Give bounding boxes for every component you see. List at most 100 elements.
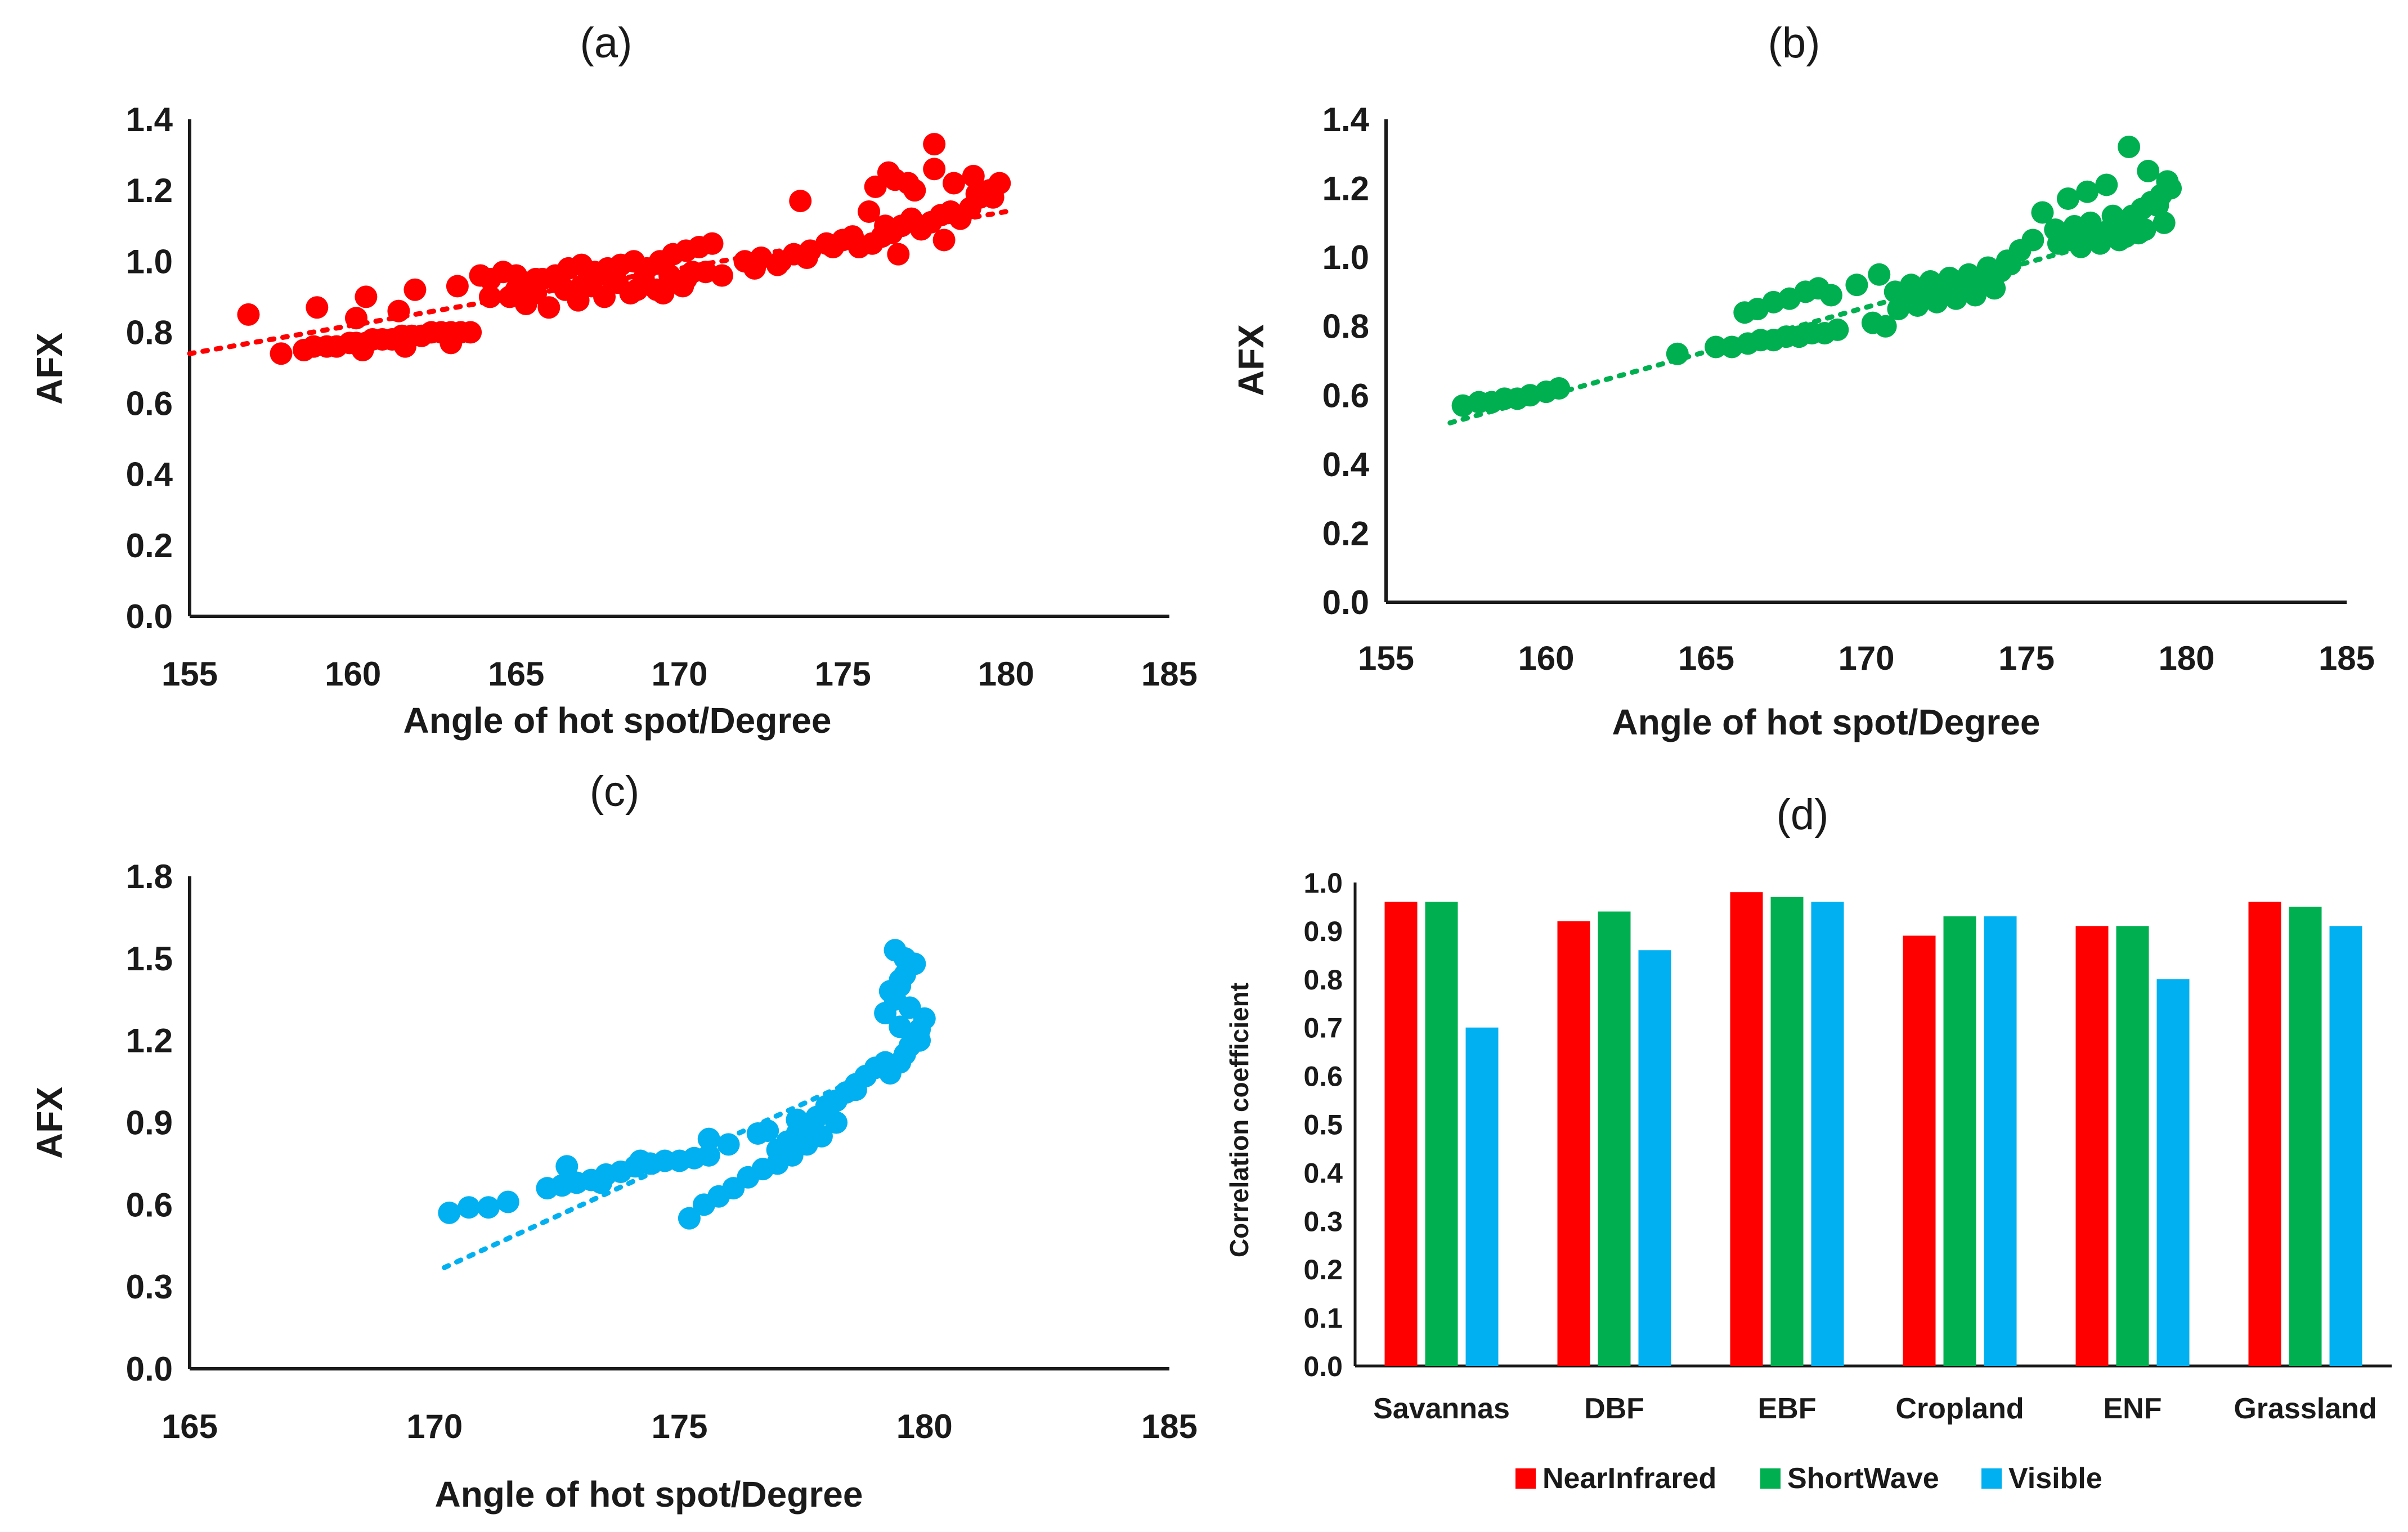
panel-a-x-tick-label: 180 xyxy=(978,655,1034,693)
panel-b-data-point xyxy=(1900,274,1923,297)
panel-a-data-point xyxy=(344,307,367,330)
panel-c-data-point xyxy=(874,1002,897,1025)
panel-c-data-point xyxy=(884,939,907,962)
panel-b-data-point xyxy=(1819,284,1842,307)
panel-b-data-point xyxy=(1705,335,1728,359)
panel-a-data-point xyxy=(874,214,897,238)
panel-c-scatter: (c) 0.0 0.3 0.6 0.9 1.2 1.5 1.8 165 170 175 180 18… xyxy=(29,768,1198,1515)
panel-d-y-tick-label: 1.0 xyxy=(1303,867,1343,899)
panel-c-data-point xyxy=(815,1095,838,1118)
panel-c-data-point xyxy=(697,1127,720,1150)
panel-d-category-label: Savannas xyxy=(1373,1392,1510,1425)
panel-a-data-point xyxy=(743,257,766,280)
panel-d-bar-shortwave-dbf xyxy=(1598,911,1631,1366)
panel-a-data-point xyxy=(923,158,946,181)
panel-a-data-point xyxy=(394,335,417,358)
panel-d-bar-shortwave-ebf xyxy=(1770,897,1804,1366)
panel-d-y-tick-label: 0.2 xyxy=(1303,1254,1343,1285)
panel-a-data-point xyxy=(505,278,528,301)
panel-a-data-point xyxy=(841,225,864,248)
panel-a-x-tick-label: 155 xyxy=(162,655,218,693)
panel-b-x-tick-label: 160 xyxy=(1518,639,1574,677)
panel-d-bar-nearinfrared-cropland xyxy=(1903,935,1936,1366)
panel-a-data-point xyxy=(440,332,463,355)
panel-a-scatter: (a) 0.0 0.2 0.4 0.6 0.8 1.0 1.2 1.4 155 160 165 17… xyxy=(29,19,1198,741)
panel-b-data-point xyxy=(1925,290,1948,313)
panel-b-x-tick-label: 175 xyxy=(1998,639,2055,677)
panel-a-x-tick-label: 165 xyxy=(488,655,544,693)
panel-c-data-point xyxy=(438,1201,461,1224)
panel-d-y-tick-label: 0.8 xyxy=(1303,964,1343,996)
panel-c-x-tick-label: 185 xyxy=(1141,1408,1198,1445)
panel-d-y-tick-label: 0.9 xyxy=(1303,916,1343,947)
panel-d-bar-shortwave-grassland xyxy=(2289,906,2322,1366)
panel-d-category-label: DBF xyxy=(1584,1392,1644,1425)
panel-b-data-point xyxy=(1548,377,1571,400)
panel-b-data-point xyxy=(1874,315,1897,338)
panel-b-y-tick-label: 0.2 xyxy=(1322,514,1369,552)
panel-c-data-point xyxy=(477,1196,500,1219)
panel-c-data-point xyxy=(908,1029,931,1052)
panel-a-data-point xyxy=(965,182,988,205)
panel-c-data-point xyxy=(697,1144,720,1167)
panel-b-x-tick-label: 165 xyxy=(1678,639,1734,677)
panel-c-x-tick-label: 175 xyxy=(651,1408,707,1445)
panel-b-data-point xyxy=(1887,298,1910,321)
panel-b-data-point xyxy=(2156,170,2179,193)
panel-a-data-point xyxy=(351,338,374,361)
panel-a-data-point xyxy=(237,303,260,326)
panel-d-y-tick-label: 0.4 xyxy=(1303,1157,1343,1189)
panel-b-x-tick-label: 170 xyxy=(1838,639,1894,677)
panel-a-x-tick-label: 175 xyxy=(815,655,871,693)
panel-a-data-point xyxy=(675,267,698,290)
panel-c-data-point xyxy=(629,1149,652,1172)
panel-c-data-point xyxy=(496,1190,519,1213)
panel-b-data-point xyxy=(1938,266,1961,289)
panel-b-y-tick-label: 0.6 xyxy=(1322,377,1369,414)
panel-a-data-point xyxy=(877,161,900,184)
legend-swatch-nearinfrared xyxy=(1515,1468,1536,1489)
panel-b-data-point xyxy=(1976,256,1999,279)
panel-b-x-axis-title: Angle of hot spot/Degree xyxy=(1612,702,2041,742)
legend-label-visible: Visible xyxy=(2008,1462,2102,1495)
panel-b-data-point xyxy=(2118,136,2141,159)
panel-b-x-tick-label: 180 xyxy=(2158,639,2214,677)
panel-b-data-point xyxy=(2137,159,2160,182)
panel-d-category-label: EBF xyxy=(1758,1392,1817,1425)
panel-d-bar-nearinfrared-ebf xyxy=(1730,892,1763,1366)
panel-b-data-point xyxy=(2069,235,2092,258)
panel-d-y-tick-label: 0.5 xyxy=(1303,1109,1343,1141)
panel-c-data-point xyxy=(555,1155,579,1178)
panel-d-bar-visible-cropland xyxy=(1984,916,2017,1366)
panel-a-y-axis-title: AFX xyxy=(29,333,70,405)
panel-d-y-tick-label: 0.6 xyxy=(1303,1061,1343,1092)
panel-b-data-point xyxy=(2021,229,2044,252)
panel-d-y-axis-title: Correlation coefficient xyxy=(1225,983,1254,1257)
panel-c-y-tick-label: 0.0 xyxy=(126,1350,173,1388)
panel-d-bar-visible-ebf xyxy=(1811,902,1844,1366)
panel-a-data-point xyxy=(962,164,985,187)
panel-a-data-point xyxy=(459,321,482,344)
panel-d-bar-chart: (d) 0.0 0.1 0.2 0.3 0.4 0.5 0.6 0.7 0.8 0.9 1.0 Sa… xyxy=(1225,791,2392,1495)
panel-a-data-point xyxy=(923,133,946,156)
panel-c-y-axis-title: AFX xyxy=(29,1087,70,1159)
panel-b-scatter: (b) 0.0 0.2 0.4 0.6 0.8 1.0 1.2 1.4 155 160 165 17… xyxy=(1231,19,2375,742)
legend-swatch-shortwave xyxy=(1760,1468,1781,1489)
panel-b-data-point xyxy=(2153,211,2176,234)
panel-a-y-tick-label: 1.2 xyxy=(126,172,173,209)
panel-b-x-tick-label: 185 xyxy=(2319,639,2375,677)
panel-c-data-point xyxy=(889,969,912,992)
panel-a-x-tick-label: 170 xyxy=(651,655,707,693)
panel-a-data-point xyxy=(626,278,649,301)
panel-b-data-point xyxy=(2056,187,2079,210)
panel-d-y-tick-label: 0.0 xyxy=(1303,1351,1343,1382)
panel-a-data-point xyxy=(795,246,818,269)
panel-a-data-point xyxy=(355,285,378,308)
panel-c-data-point xyxy=(844,1078,867,1101)
panel-a-data-point xyxy=(446,275,469,298)
panel-a-y-tick-label: 0.4 xyxy=(126,456,173,494)
panel-d-bar-visible-enf xyxy=(2156,979,2190,1366)
panel-a-y-tick-label: 0.6 xyxy=(126,385,173,423)
panel-a-data-point xyxy=(593,285,616,308)
panel-a-data-point xyxy=(864,175,887,198)
